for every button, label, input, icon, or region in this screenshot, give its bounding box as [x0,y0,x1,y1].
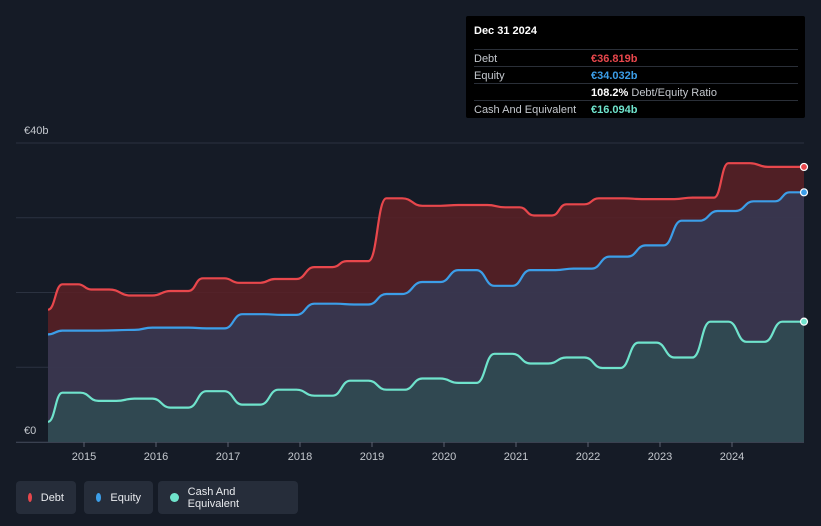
legend-item-equity[interactable]: Equity [84,481,153,514]
debt-dot-icon [28,493,32,502]
legend-debt-label: Debt [40,491,64,504]
equity-end-marker [799,188,809,197]
x-tick-label: 2021 [504,451,528,463]
x-tick-label: 2024 [720,451,744,463]
x-tick-label: 2022 [576,451,600,463]
tooltip-equity-label: Equity [474,70,505,82]
tooltip-debt-value: €36.819b [591,53,638,65]
x-tick-label: 2018 [288,451,312,463]
legend-cash-label: Cash And Equivalent [187,485,240,510]
tooltip-row-debt: Debt €36.819b [474,49,798,67]
cash-and-equivalent-area [48,321,804,442]
tooltip-cash-value: €16.094b [591,104,638,116]
ratio-number: 108.2% [591,87,629,99]
tooltip-ratio-value: 108.2% Debt/Equity Ratio [591,87,717,99]
x-tick-label: 2016 [144,451,168,463]
tooltip-row-ratio: 108.2% Debt/Equity Ratio [474,83,798,101]
tooltip-panel: Dec 31 2024 Debt €36.819b Equity €34.032… [466,16,805,118]
cash-and-equivalent-line [47,320,804,423]
debt-line [47,162,804,311]
tooltip-row-cash: Cash And Equivalent €16.094b [474,100,798,118]
cash-and-equivalent-end-marker [799,317,809,326]
tooltip-debt-label: Debt [474,53,498,65]
debt-end-marker [799,162,809,172]
legend-item-debt[interactable]: Debt [16,481,76,514]
y-tick-label-top: €40b [24,125,48,137]
legend-equity-label: Equity [110,491,141,504]
x-tick-label: 2020 [432,451,456,463]
equity-dot-icon [96,493,102,502]
tooltip-cash-label: Cash And Equivalent [474,104,577,116]
x-tick-label: 2015 [72,451,96,463]
tooltip-date: Dec 31 2024 [474,25,537,37]
x-tick-label: 2017 [216,451,240,463]
legend-item-cash[interactable]: Cash And Equivalent [158,481,298,514]
tooltip-row-equity: Equity €34.032b [474,66,798,84]
y-tick-label-bottom: €0 [24,425,36,437]
tooltip-equity-value: €34.032b [591,70,638,82]
equity-line [47,191,804,336]
ratio-label: Debt/Equity Ratio [631,87,717,99]
x-tick-label: 2023 [648,451,672,463]
x-tick-label: 2019 [360,451,384,463]
cash-dot-icon [170,493,179,502]
